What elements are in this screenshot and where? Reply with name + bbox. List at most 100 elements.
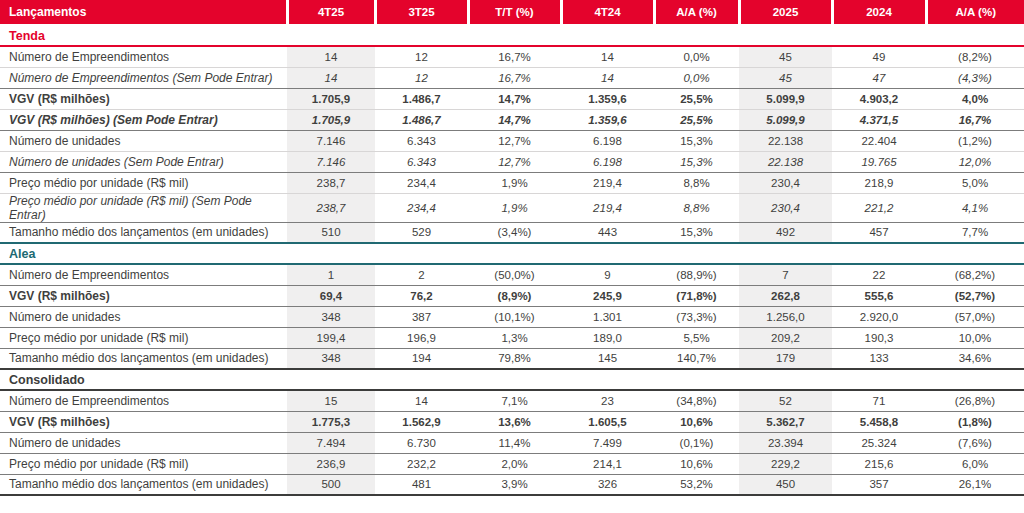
- value-cell: 0,0%: [654, 46, 739, 67]
- value-cell: 232,2: [375, 453, 468, 474]
- row-label: Preço médio por unidade (R$ mil): [0, 453, 287, 474]
- value-cell: 5.362,7: [739, 411, 832, 432]
- value-cell: (0,1%): [654, 432, 739, 453]
- value-cell: 5.099,9: [739, 109, 832, 130]
- value-cell: 4.371,5: [832, 109, 926, 130]
- value-cell: 14: [287, 67, 375, 88]
- header-col-4t24: 4T24: [561, 0, 654, 25]
- table-row: VGV (R$ milhões) (Sem Pode Entrar)1.705,…: [0, 109, 1024, 130]
- value-cell: 12: [375, 67, 468, 88]
- value-cell: 262,8: [739, 285, 832, 306]
- value-cell: (88,9%): [654, 264, 739, 285]
- value-cell: 12,7%: [468, 151, 561, 172]
- header-col-tt-pct: T/T (%): [468, 0, 561, 25]
- value-cell: 53,2%: [654, 474, 739, 495]
- value-cell: 23: [561, 390, 654, 411]
- value-cell: 348: [287, 348, 375, 369]
- value-cell: 9: [561, 264, 654, 285]
- value-cell: 16,7%: [468, 46, 561, 67]
- value-cell: 0,0%: [654, 67, 739, 88]
- value-cell: 22.404: [832, 130, 926, 151]
- value-cell: 12,0%: [926, 151, 1024, 172]
- value-cell: (52,7%): [926, 285, 1024, 306]
- value-cell: 2: [375, 264, 468, 285]
- value-cell: 245,9: [561, 285, 654, 306]
- value-cell: 23.394: [739, 432, 832, 453]
- section-title: Consolidado: [0, 369, 1024, 390]
- value-cell: 209,2: [739, 327, 832, 348]
- value-cell: 7,1%: [468, 390, 561, 411]
- table-row: VGV (R$ milhões)1.705,91.486,714,7%1.359…: [0, 88, 1024, 109]
- table-header: Lançamentos 4T25 3T25 T/T (%) 4T24 A/A (…: [0, 0, 1024, 25]
- value-cell: 6.198: [561, 130, 654, 151]
- section-row-tenda: Tenda: [0, 25, 1024, 46]
- value-cell: 7,7%: [926, 222, 1024, 243]
- table-row: Preço médio por unidade (R$ mil)238,7234…: [0, 172, 1024, 193]
- value-cell: 1.705,9: [287, 88, 375, 109]
- value-cell: (4,3%): [926, 67, 1024, 88]
- row-label: Número de Empreendimentos: [0, 264, 287, 285]
- section-title: Alea: [0, 243, 1024, 264]
- value-cell: 481: [375, 474, 468, 495]
- value-cell: 1: [287, 264, 375, 285]
- value-cell: 6.730: [375, 432, 468, 453]
- value-cell: 5,0%: [926, 172, 1024, 193]
- header-col-2025: 2025: [739, 0, 832, 25]
- table-row: Número de Empreendimentos12(50,0%)9(88,9…: [0, 264, 1024, 285]
- value-cell: (26,8%): [926, 390, 1024, 411]
- table-row: Número de unidades348387(10,1%)1.301(73,…: [0, 306, 1024, 327]
- value-cell: 1.256,0: [739, 306, 832, 327]
- value-cell: 25,5%: [654, 88, 739, 109]
- value-cell: 218,9: [832, 172, 926, 193]
- value-cell: 71: [832, 390, 926, 411]
- value-cell: 457: [832, 222, 926, 243]
- row-label: Número de unidades (Sem Pode Entrar): [0, 151, 287, 172]
- table-row: Preço médio por unidade (R$ mil)236,9232…: [0, 453, 1024, 474]
- value-cell: 1.562,9: [375, 411, 468, 432]
- value-cell: 8,8%: [654, 193, 739, 222]
- value-cell: 10,0%: [926, 327, 1024, 348]
- value-cell: 7.146: [287, 130, 375, 151]
- value-cell: 12,7%: [468, 130, 561, 151]
- value-cell: 5.458,8: [832, 411, 926, 432]
- value-cell: 15,3%: [654, 151, 739, 172]
- value-cell: 2,0%: [468, 453, 561, 474]
- row-label: Número de unidades: [0, 432, 287, 453]
- header-col-aa-pct-year: A/A (%): [926, 0, 1024, 25]
- value-cell: (1,2%): [926, 130, 1024, 151]
- value-cell: 133: [832, 348, 926, 369]
- value-cell: 26,1%: [926, 474, 1024, 495]
- header-row: Lançamentos 4T25 3T25 T/T (%) 4T24 A/A (…: [0, 0, 1024, 25]
- value-cell: 510: [287, 222, 375, 243]
- table-row: Tamanho médio dos lançamentos (em unidad…: [0, 222, 1024, 243]
- table-row: Número de unidades (Sem Pode Entrar)7.14…: [0, 151, 1024, 172]
- table-row: Número de unidades7.4946.73011,4%7.499(0…: [0, 432, 1024, 453]
- value-cell: 14,7%: [468, 109, 561, 130]
- value-cell: 140,7%: [654, 348, 739, 369]
- value-cell: 238,7: [287, 172, 375, 193]
- value-cell: (10,1%): [468, 306, 561, 327]
- value-cell: 219,4: [561, 193, 654, 222]
- value-cell: 221,2: [832, 193, 926, 222]
- table-row: VGV (R$ milhões)1.775,31.562,913,6%1.605…: [0, 411, 1024, 432]
- value-cell: 14: [561, 67, 654, 88]
- value-cell: 190,3: [832, 327, 926, 348]
- value-cell: 45: [739, 46, 832, 67]
- value-cell: 19.765: [832, 151, 926, 172]
- row-label: VGV (R$ milhões) (Sem Pode Entrar): [0, 109, 287, 130]
- section-row-alea: Alea: [0, 243, 1024, 264]
- value-cell: 529: [375, 222, 468, 243]
- value-cell: 348: [287, 306, 375, 327]
- value-cell: 179: [739, 348, 832, 369]
- value-cell: 11,4%: [468, 432, 561, 453]
- value-cell: 16,7%: [468, 67, 561, 88]
- value-cell: 238,7: [287, 193, 375, 222]
- value-cell: 25.324: [832, 432, 926, 453]
- value-cell: 1,3%: [468, 327, 561, 348]
- table-row: Número de Empreendimentos15147,1%23(34,8…: [0, 390, 1024, 411]
- value-cell: 15: [287, 390, 375, 411]
- row-label: Número de unidades: [0, 306, 287, 327]
- header-col-4t25: 4T25: [287, 0, 375, 25]
- header-col-2024: 2024: [832, 0, 926, 25]
- value-cell: 234,4: [375, 193, 468, 222]
